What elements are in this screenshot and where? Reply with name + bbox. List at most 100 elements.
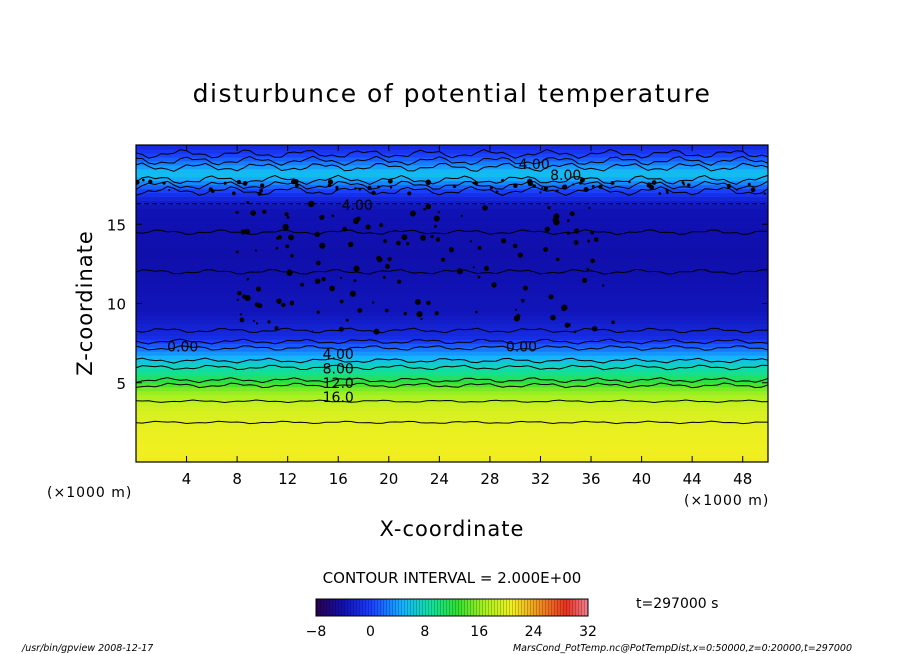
noise-dot <box>763 192 766 195</box>
color-band <box>136 458 768 462</box>
color-band <box>136 228 768 233</box>
color-band <box>136 331 768 336</box>
noise-dot <box>547 206 551 210</box>
contour-line <box>136 357 768 364</box>
noise-dot <box>236 298 239 301</box>
color-band <box>136 454 768 459</box>
noise-dot <box>420 234 427 241</box>
color-band <box>136 434 768 439</box>
contour-line <box>136 420 768 425</box>
contour-line <box>136 364 768 371</box>
color-band <box>136 430 768 435</box>
color-band <box>136 168 768 174</box>
noise-dot <box>512 243 518 249</box>
noise-dot <box>339 299 344 304</box>
color-band <box>136 323 768 328</box>
noise-dot <box>593 237 599 242</box>
color-band <box>136 307 768 313</box>
contour-line <box>136 155 768 166</box>
colorbar-tick-label: 16 <box>470 624 488 640</box>
x-tick-label: 28 <box>480 470 499 488</box>
contour-label: 0.00 <box>506 339 537 355</box>
noise-dot <box>665 191 669 194</box>
noise-dot <box>434 311 439 316</box>
contour-line <box>136 338 768 345</box>
color-band <box>136 283 768 289</box>
color-band <box>136 355 768 360</box>
noise-dot <box>548 294 554 300</box>
noise-dot <box>513 183 518 189</box>
color-band <box>136 362 768 368</box>
noise-dot <box>416 311 423 318</box>
color-band <box>136 255 768 261</box>
color-band <box>136 315 768 320</box>
contour-lines <box>136 148 768 425</box>
noise-dot <box>300 282 305 287</box>
noise-dot <box>555 257 560 262</box>
contour-line <box>136 327 768 334</box>
colorbar-tick-label: 24 <box>525 624 543 640</box>
x-tick-label: 16 <box>329 470 348 488</box>
noise-dot <box>387 178 393 184</box>
noise-dot <box>601 284 605 287</box>
noise-dot <box>409 210 416 217</box>
noise-dot <box>286 215 290 219</box>
noise-dot <box>329 285 336 292</box>
noise-dot <box>460 214 463 218</box>
noise-dot <box>543 247 549 252</box>
color-band <box>136 196 768 202</box>
noise-dot <box>315 260 321 266</box>
noise-dot <box>403 311 407 316</box>
x-tick-label: 24 <box>430 470 449 488</box>
noise-dot <box>168 188 171 192</box>
color-band <box>136 152 768 158</box>
color-band <box>136 410 768 416</box>
noise-dot <box>353 279 357 283</box>
color-band <box>136 216 768 221</box>
noise-dot <box>260 183 265 188</box>
noise-dot <box>250 210 256 216</box>
noise-dot <box>353 265 360 272</box>
colorbar-tick-label: −8 <box>306 624 327 640</box>
contour-label: 8.00 <box>323 361 354 377</box>
noise-dot <box>587 239 591 243</box>
noise-dot <box>349 290 356 297</box>
footer-left: /usr/bin/gpview 2008-12-17 <box>21 643 153 654</box>
noise-dot <box>357 307 363 313</box>
noise-dot <box>566 219 570 222</box>
x-tick-label: 8 <box>232 470 242 488</box>
plot-area <box>136 145 768 462</box>
noise-dot <box>750 187 756 193</box>
noise-dot <box>501 238 507 244</box>
noise-dot <box>586 267 590 271</box>
noise-dot <box>582 277 588 284</box>
color-band <box>136 212 768 217</box>
noise-dot <box>482 205 488 211</box>
noise-dot <box>285 244 290 249</box>
noise-dot <box>414 298 421 305</box>
color-band <box>136 259 768 265</box>
contour-line <box>136 180 768 190</box>
x-tick-label: 20 <box>379 470 398 488</box>
color-band <box>136 319 768 324</box>
noise-dot <box>365 224 371 230</box>
noise-dot <box>316 310 320 314</box>
color-band <box>136 442 768 447</box>
noise-dot <box>356 216 361 221</box>
noise-dot <box>430 234 434 239</box>
color-band <box>136 148 768 154</box>
noise-dot <box>522 285 528 291</box>
chart-title: disturbunce of potential temperature <box>193 79 712 108</box>
x-tick-label: 36 <box>581 470 600 488</box>
color-band <box>136 275 768 281</box>
color-band <box>136 156 768 162</box>
noise-dot <box>397 279 402 284</box>
noise-dot <box>687 183 691 187</box>
noise-dot <box>372 301 375 304</box>
color-band <box>136 450 768 455</box>
noise-dot <box>647 182 652 187</box>
noise-dot <box>335 186 339 190</box>
noise-dot <box>267 320 271 324</box>
contour-label: 4.00 <box>519 157 550 173</box>
time-label: t=297000 s <box>636 596 718 612</box>
